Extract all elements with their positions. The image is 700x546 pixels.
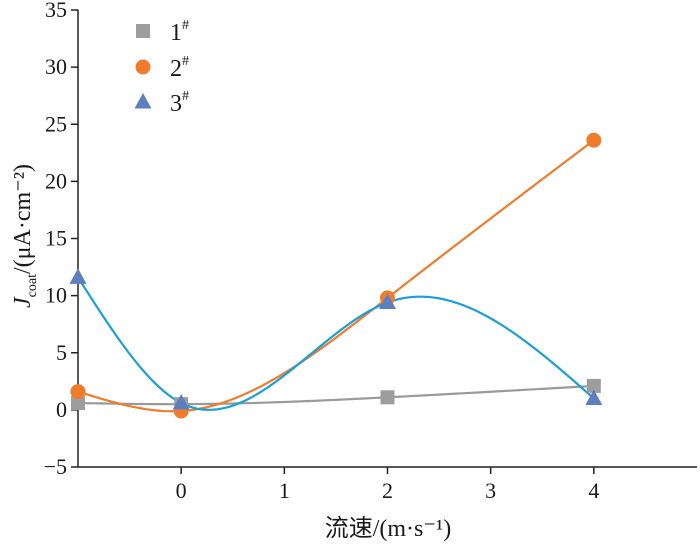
y-axis-label: Jcoat/(μA·cm⁻²) (10, 164, 40, 308)
y-tick-label: 20 (45, 168, 67, 193)
x-axis-ticks: 0 1 2 3 4 (176, 467, 599, 503)
y-axis-ticks: −5 0 5 10 15 20 25 30 35 (44, 0, 78, 479)
legend: 1#2#3# (134, 18, 189, 117)
series-3-point (69, 268, 87, 284)
legend-label-superscript: # (182, 89, 189, 104)
y-tick-label: 30 (45, 54, 67, 79)
y-axis-label-unit: /(μA·cm⁻²) (10, 164, 36, 274)
legend-label-superscript: # (182, 18, 189, 33)
y-tick-label: 15 (45, 226, 67, 251)
x-axis-label: 流速/(m·s⁻¹) (325, 515, 452, 542)
y-tick-label: −5 (44, 454, 67, 479)
y-axis-label-symbol: J (10, 296, 36, 308)
series-3-point (172, 394, 190, 410)
y-tick-label: 5 (56, 340, 67, 365)
series-1-point (71, 396, 85, 411)
series-3-point (379, 293, 396, 309)
series-1-point (380, 390, 395, 405)
x-tick-label: 3 (485, 478, 496, 503)
legend-label-superscript: # (182, 54, 189, 69)
data-markers (69, 132, 603, 419)
series-1-point (586, 378, 601, 393)
series-2-curve (77, 139, 595, 413)
y-tick-label: 0 (56, 397, 67, 422)
x-tick-label: 4 (588, 478, 599, 503)
x-tick-label: 1 (279, 478, 290, 503)
legend-label-base: 1 (170, 20, 182, 46)
y-tick-label: 25 (45, 111, 67, 136)
y-axis-label-group: Jcoat/(μA·cm⁻²) (10, 164, 40, 308)
y-axis-label-subscript: coat (25, 274, 40, 297)
x-tick-label: 2 (382, 478, 393, 503)
legend-marker-3 (134, 93, 152, 109)
series-3-curve (77, 276, 595, 411)
series-1-curve (77, 384, 594, 406)
legend-label-base: 2 (170, 56, 182, 82)
fit-curves (77, 139, 595, 413)
legend-marker-1 (136, 24, 150, 38)
series-3-point (585, 389, 603, 405)
legend-label-2: 2# (170, 54, 189, 82)
legend-marker-2 (135, 59, 151, 75)
legend-label-base: 3 (170, 91, 182, 117)
y-tick-label: 35 (45, 0, 67, 22)
legend-label-1: 1# (170, 18, 189, 46)
y-tick-label: 10 (45, 283, 67, 308)
legend-label-3: 3# (170, 89, 189, 117)
series-2-point (70, 384, 86, 400)
x-tick-label: 0 (176, 478, 187, 503)
series-2-point (586, 132, 602, 148)
